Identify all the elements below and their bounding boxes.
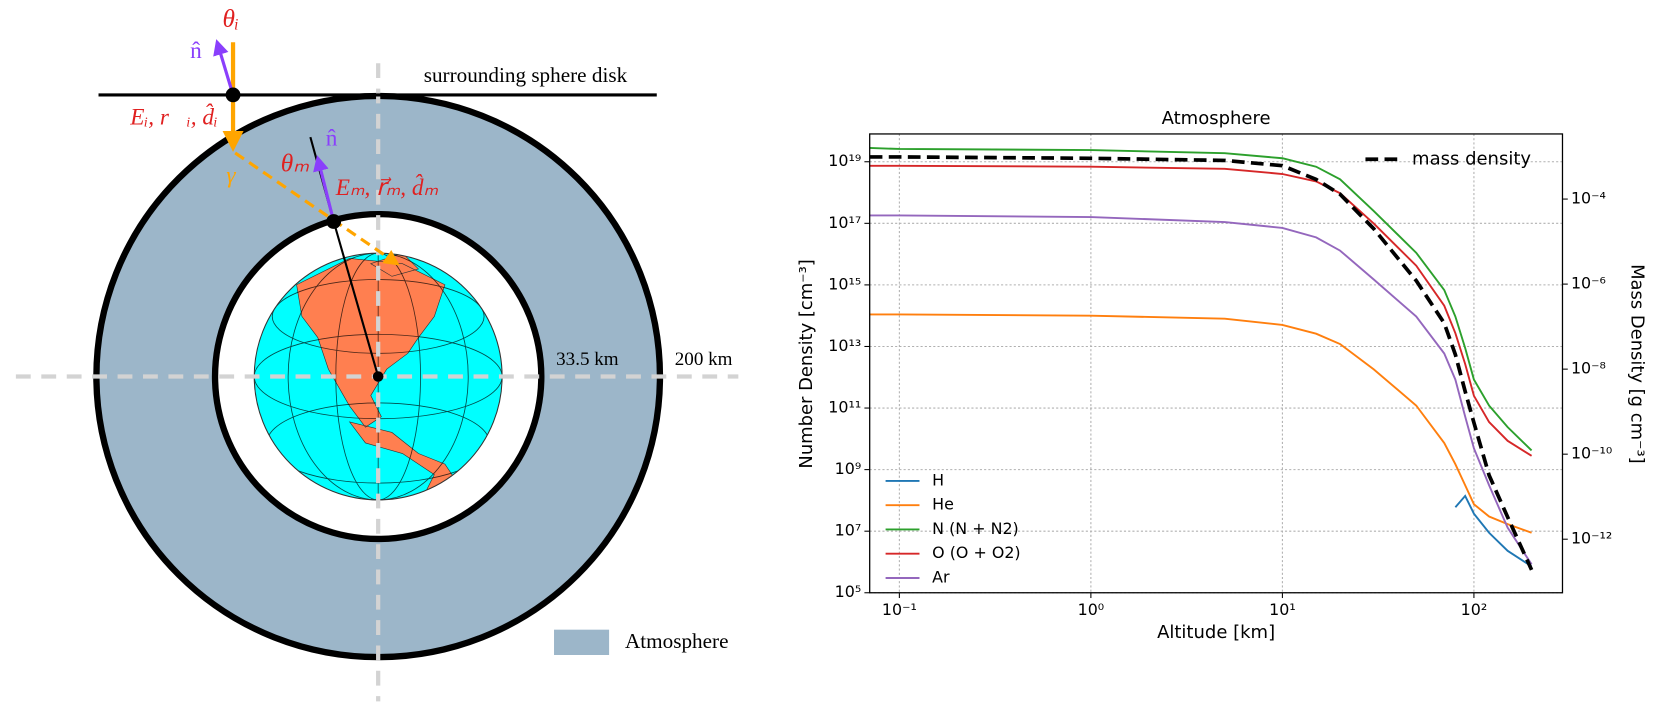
y-tick-label: 10¹¹: [828, 398, 861, 417]
point: [225, 87, 241, 103]
label: surrounding sphere disk: [424, 63, 628, 87]
y-tick-label: 10¹³: [828, 336, 861, 355]
y-tick-label: 10¹⁹: [828, 151, 861, 170]
chart-title: Atmosphere: [1162, 108, 1271, 129]
y2-axis-label: Mass Density [g cm⁻³]: [1627, 264, 1648, 464]
label: Eₘ, r⃗ₘ, d̂ₘ: [335, 173, 439, 201]
center: [372, 371, 384, 382]
legend-label: He: [932, 495, 954, 514]
y-tick-label: 10⁹: [835, 459, 862, 478]
label: θₘ: [281, 149, 310, 177]
y2-tick-label: 10⁻⁴: [1571, 189, 1606, 208]
series-line: [869, 164, 1533, 457]
label: n̂: [326, 126, 338, 152]
diagram: θᵢ n̂ surrounding sphere disk Eᵢ, r⃗ᵢ, d…: [15, 5, 739, 702]
label: θᵢ: [222, 5, 239, 33]
x-tick-label: 10¹: [1269, 600, 1296, 619]
y-tick-label: 10⁵: [835, 582, 862, 601]
series-line: [869, 214, 1533, 565]
y-axis-label: Number Density [cm⁻³]: [796, 259, 817, 468]
series-line: [869, 155, 1534, 571]
series-line: [1454, 494, 1533, 568]
legend-label: N (N + N2): [932, 519, 1019, 538]
label: 33.5 km: [556, 349, 619, 370]
series-line: [869, 313, 1532, 534]
y2-tick-label: 10⁻⁸: [1571, 359, 1606, 378]
point: [326, 214, 342, 229]
series-line: [869, 147, 1533, 452]
legend-label: Atmosphere: [625, 629, 728, 653]
normal-m: [313, 155, 336, 222]
normal-i: [213, 39, 235, 96]
label: γ: [226, 163, 236, 189]
radius: [332, 221, 380, 377]
x-axis-label: Altitude [km]: [1157, 622, 1275, 643]
legend-swatch: [554, 629, 610, 655]
legend-label: H: [932, 470, 944, 489]
legend-label: Ar: [932, 568, 950, 587]
label: n̂: [190, 38, 202, 64]
y2-tick-label: 10⁻¹²: [1571, 529, 1612, 548]
y-tick-label: 10¹⁷: [828, 213, 861, 232]
x-tick-label: 10²: [1461, 600, 1488, 619]
label: Eᵢ, r⃗ᵢ, d̂ᵢ: [129, 103, 217, 131]
legend-label: mass density: [1412, 148, 1531, 169]
x-tick-label: 10⁰: [1078, 600, 1105, 619]
y-tick-label: 10⁷: [835, 521, 862, 540]
chart: Atmosphere Altitude [km] Number Density …: [796, 108, 1647, 643]
x-tick-label: 10⁻¹: [882, 600, 917, 619]
y2-tick-label: 10⁻¹⁰: [1571, 444, 1612, 463]
label: 200 km: [675, 349, 733, 370]
axes-frame: [869, 133, 1564, 594]
legend-label: O (O + O2): [932, 543, 1020, 562]
y2-tick-label: 10⁻⁶: [1571, 274, 1606, 293]
y-tick-label: 10¹⁵: [828, 274, 861, 293]
